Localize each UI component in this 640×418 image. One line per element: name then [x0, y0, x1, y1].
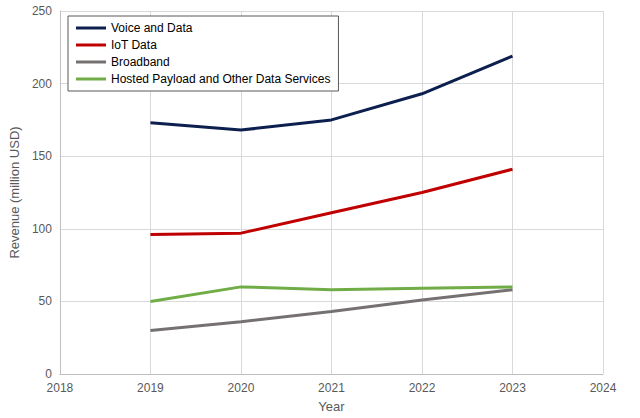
- svg-text:2022: 2022: [409, 381, 436, 395]
- svg-text:250: 250: [32, 4, 52, 18]
- svg-text:150: 150: [32, 149, 52, 163]
- svg-text:IoT Data: IoT Data: [111, 38, 157, 52]
- svg-text:Year: Year: [318, 399, 345, 414]
- svg-text:Hosted Payload and Other Data: Hosted Payload and Other Data Services: [111, 72, 330, 86]
- svg-text:50: 50: [39, 294, 53, 308]
- svg-text:200: 200: [32, 77, 52, 91]
- svg-text:2020: 2020: [228, 381, 255, 395]
- svg-text:Revenue (million USD): Revenue (million USD): [7, 126, 22, 258]
- svg-text:0: 0: [45, 367, 52, 381]
- svg-text:2024: 2024: [590, 381, 617, 395]
- svg-text:100: 100: [32, 222, 52, 236]
- svg-text:Voice and Data: Voice and Data: [111, 21, 193, 35]
- svg-text:2023: 2023: [499, 381, 526, 395]
- svg-text:Broadband: Broadband: [111, 55, 170, 69]
- svg-text:2021: 2021: [318, 381, 345, 395]
- svg-text:2019: 2019: [137, 381, 164, 395]
- svg-text:2018: 2018: [47, 381, 74, 395]
